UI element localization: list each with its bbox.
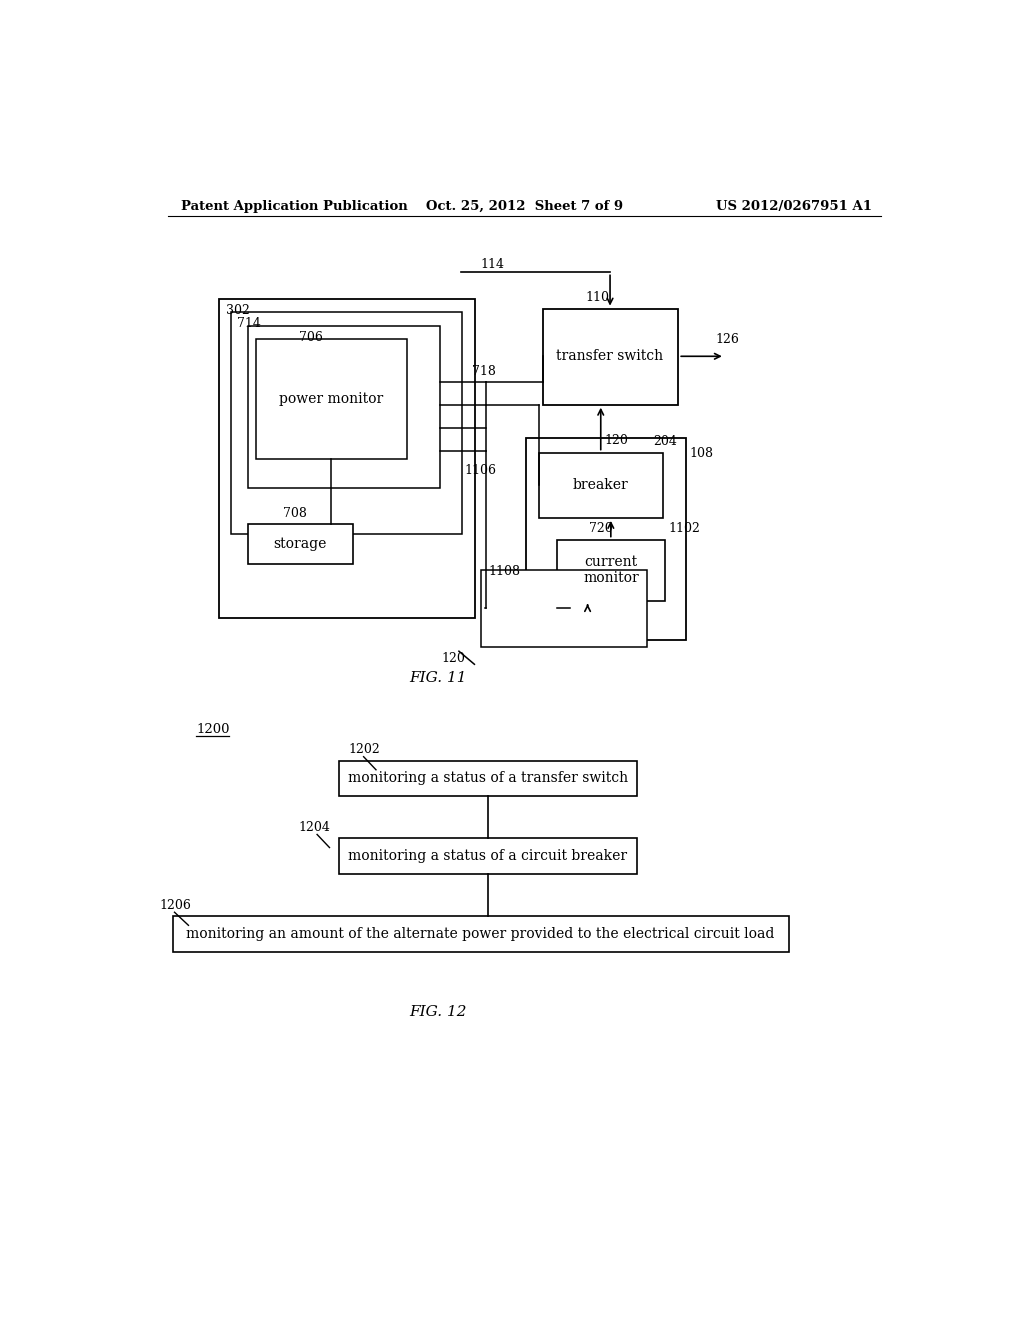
Text: current
monitor: current monitor [583, 556, 639, 586]
Text: 110: 110 [586, 290, 609, 304]
Text: 1200: 1200 [197, 723, 229, 737]
Bar [248, 524, 352, 564]
Text: monitoring a status of a circuit breaker: monitoring a status of a circuit breaker [348, 849, 627, 863]
Text: 204: 204 [653, 436, 677, 449]
Text: 1102: 1102 [669, 523, 700, 536]
Text: Oct. 25, 2012  Sheet 7 of 9: Oct. 25, 2012 Sheet 7 of 9 [426, 199, 624, 213]
Bar [539, 453, 663, 517]
Text: power monitor: power monitor [279, 392, 383, 405]
Text: 1202: 1202 [348, 743, 380, 756]
Bar [256, 339, 407, 459]
Text: transfer switch: transfer switch [556, 350, 664, 363]
Text: 126: 126 [716, 333, 739, 346]
Text: 708: 708 [283, 507, 307, 520]
Text: 706: 706 [299, 331, 323, 345]
Text: 720: 720 [589, 523, 613, 536]
Text: 714: 714 [238, 317, 261, 330]
Bar [484, 582, 569, 635]
Text: 114: 114 [480, 259, 505, 271]
Bar [339, 760, 637, 796]
Bar [173, 916, 790, 952]
Text: FIG. 12: FIG. 12 [410, 1005, 467, 1019]
Text: Patent Application Publication: Patent Application Publication [180, 199, 408, 213]
Text: 1206: 1206 [159, 899, 190, 912]
Text: US 2012/0267951 A1: US 2012/0267951 A1 [716, 199, 872, 213]
Text: 1204: 1204 [299, 821, 331, 834]
Text: 1106: 1106 [464, 463, 497, 477]
Text: 120: 120 [442, 652, 466, 665]
Text: 1108: 1108 [488, 565, 520, 578]
Bar [248, 326, 440, 488]
Text: breaker: breaker [572, 478, 629, 492]
Text: 108: 108 [689, 446, 713, 459]
Text: 120: 120 [604, 434, 629, 446]
Text: storage: storage [273, 537, 327, 552]
Bar [557, 540, 665, 601]
Text: monitoring a status of a transfer switch: monitoring a status of a transfer switch [347, 771, 628, 785]
Bar [219, 298, 475, 618]
Text: 718: 718 [472, 366, 496, 379]
Bar [525, 438, 686, 640]
Bar [339, 838, 637, 874]
Text: 302: 302 [225, 305, 250, 317]
Bar [480, 570, 647, 647]
Bar [543, 309, 678, 405]
Bar [231, 313, 462, 535]
Text: FIG. 11: FIG. 11 [410, 671, 467, 685]
Text: monitoring an amount of the alternate power provided to the electrical circuit l: monitoring an amount of the alternate po… [186, 927, 775, 941]
